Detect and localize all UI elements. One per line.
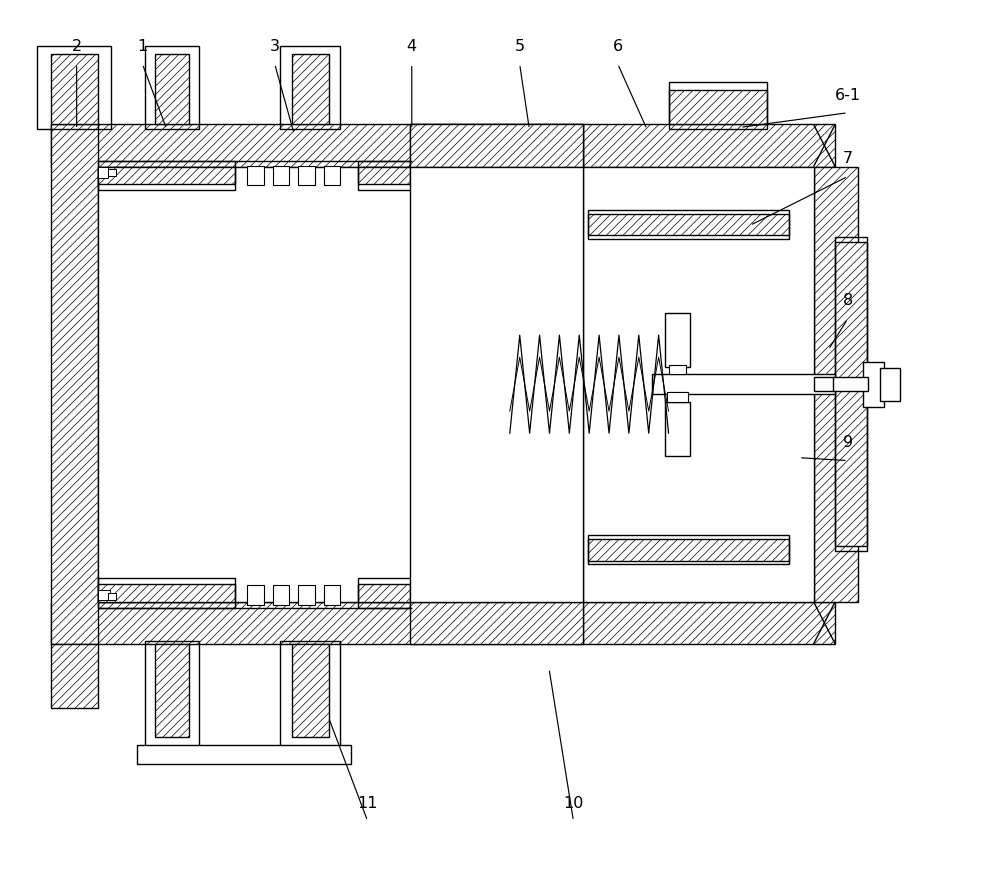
Bar (273, 166, 289, 185)
Bar (108, 169, 116, 177)
Bar (835, 242, 867, 546)
Bar (155, 54, 189, 125)
Bar (37, 46, 111, 130)
Bar (292, 54, 329, 125)
Bar (588, 210, 789, 239)
Bar (814, 167, 858, 601)
Bar (410, 584, 485, 608)
Bar (98, 167, 108, 178)
Bar (247, 166, 264, 185)
Text: 10: 10 (563, 796, 584, 811)
Bar (880, 367, 900, 401)
Text: 5: 5 (515, 39, 525, 54)
Bar (410, 125, 583, 167)
Bar (410, 601, 583, 644)
Text: 11: 11 (357, 796, 378, 811)
Bar (358, 578, 412, 608)
Bar (51, 125, 583, 167)
Bar (145, 46, 199, 130)
Text: 4: 4 (407, 39, 417, 54)
Bar (583, 601, 835, 644)
Bar (588, 214, 789, 235)
Bar (51, 644, 98, 707)
Bar (669, 365, 686, 374)
Bar (273, 585, 289, 605)
Bar (51, 125, 98, 644)
Bar (410, 125, 583, 167)
Bar (98, 584, 235, 601)
Bar (324, 166, 340, 185)
Bar (665, 402, 690, 456)
Bar (98, 590, 110, 600)
Bar (298, 166, 315, 185)
Bar (292, 644, 329, 737)
Bar (814, 377, 835, 391)
Bar (155, 644, 189, 737)
Bar (410, 167, 583, 601)
Bar (324, 585, 340, 605)
Bar (98, 578, 235, 608)
Bar (247, 585, 264, 605)
Bar (410, 161, 485, 185)
Text: 9: 9 (843, 435, 853, 450)
Bar (665, 313, 690, 366)
Text: 6-1: 6-1 (835, 87, 861, 102)
Bar (588, 535, 789, 564)
Bar (298, 585, 315, 605)
Bar (583, 167, 814, 601)
Bar (98, 167, 583, 601)
Bar (51, 601, 583, 644)
Text: 8: 8 (843, 293, 853, 308)
Bar (280, 641, 340, 749)
Bar (669, 82, 767, 130)
Bar (588, 539, 789, 561)
Bar (358, 167, 412, 185)
Bar (145, 641, 199, 749)
Bar (280, 46, 340, 130)
Bar (51, 54, 98, 125)
Bar (669, 392, 686, 402)
Bar (358, 161, 412, 190)
Bar (583, 125, 835, 167)
Bar (137, 744, 351, 765)
Bar (863, 362, 884, 407)
Bar (358, 584, 412, 601)
Bar (98, 167, 235, 185)
Bar (835, 238, 867, 551)
Text: 6: 6 (613, 39, 623, 54)
Bar (652, 374, 835, 394)
Bar (98, 161, 235, 190)
Text: 3: 3 (270, 39, 280, 54)
Text: 7: 7 (843, 151, 853, 166)
Bar (108, 592, 116, 600)
Bar (667, 392, 688, 402)
Text: 1: 1 (137, 39, 147, 54)
Bar (833, 377, 868, 391)
Text: 2: 2 (72, 39, 82, 54)
Bar (669, 90, 767, 125)
